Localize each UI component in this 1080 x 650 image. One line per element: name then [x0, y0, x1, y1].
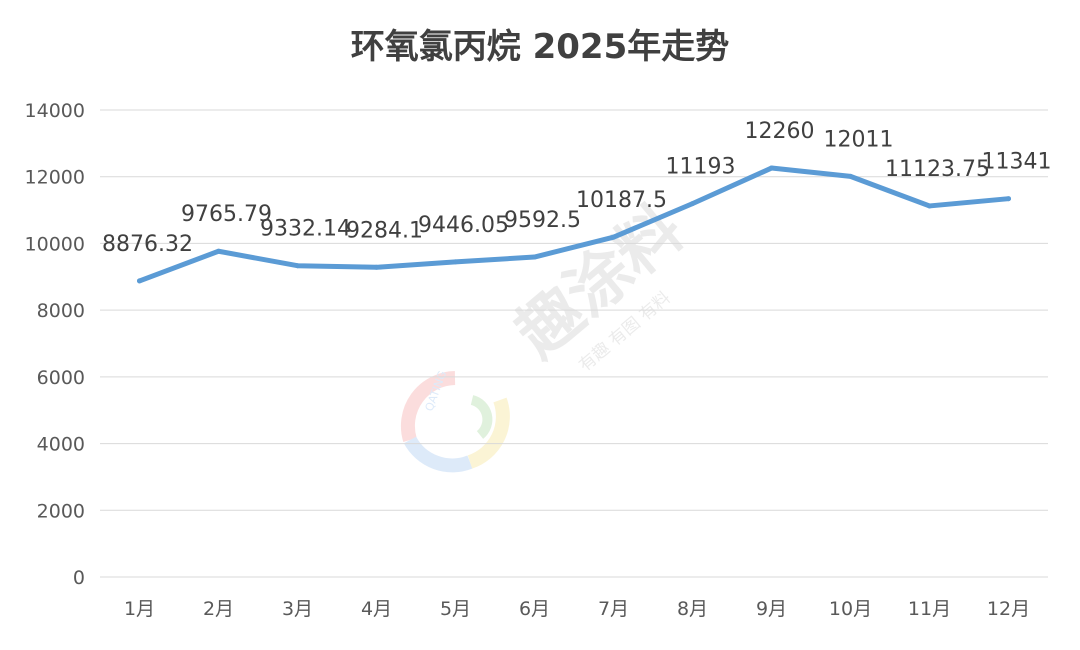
- data-label: 11193: [666, 155, 736, 180]
- data-point: [216, 248, 221, 254]
- data-point: [690, 201, 695, 207]
- y-tick-label: 12000: [25, 167, 85, 189]
- x-tick-label: 12月: [987, 598, 1030, 620]
- x-tick-label: 5月: [440, 598, 471, 620]
- data-label: 11123.75: [885, 157, 990, 182]
- y-tick-label: 14000: [25, 100, 85, 122]
- series-line: [137, 165, 1011, 284]
- y-tick-label: 4000: [37, 434, 85, 456]
- data-point: [532, 254, 537, 260]
- data-label: 9592.5: [504, 208, 581, 233]
- data-point: [1006, 196, 1011, 202]
- y-tick-label: 2000: [37, 500, 85, 522]
- data-point: [611, 234, 616, 240]
- chart-title: 环氧氯丙烷 2025年走势: [351, 27, 729, 67]
- x-tick-label: 3月: [282, 598, 313, 620]
- series-group: [137, 165, 1011, 284]
- x-tick-label: 10月: [829, 598, 872, 620]
- data-label: 9765.79: [181, 202, 272, 227]
- x-tick-label: 4月: [361, 598, 392, 620]
- data-label: 8876.32: [102, 232, 193, 257]
- data-label: 9446.05: [418, 213, 509, 238]
- data-point: [927, 203, 932, 209]
- data-point: [769, 165, 774, 171]
- data-label: 12011: [824, 127, 894, 152]
- data-label: 12260: [745, 119, 815, 144]
- y-tick-label: 0: [73, 567, 85, 589]
- x-tick-label: 9月: [756, 598, 787, 620]
- y-axis-ticks: 0 2000 4000 6000 8000 10000 12000 14000: [25, 100, 85, 589]
- y-tick-label: 10000: [25, 233, 85, 255]
- data-point: [137, 278, 142, 284]
- data-label: 11341: [982, 150, 1052, 175]
- x-tick-label: 8月: [677, 598, 708, 620]
- x-tick-label: 7月: [598, 598, 629, 620]
- data-label: 10187.5: [576, 188, 667, 213]
- grid-lines: [100, 109, 1048, 578]
- x-tick-label: 2月: [203, 598, 234, 620]
- data-label: 9332.14: [260, 217, 351, 242]
- x-tick-label: 1月: [124, 598, 155, 620]
- x-tick-label: 6月: [519, 598, 550, 620]
- y-tick-label: 8000: [37, 300, 85, 322]
- data-label: 9284.1: [346, 218, 423, 243]
- data-point: [374, 264, 379, 270]
- watermark-logo-icon: [400, 371, 510, 473]
- data-point: [453, 259, 458, 265]
- data-point: [848, 173, 853, 179]
- x-tick-label: 11月: [908, 598, 951, 620]
- data-labels: 8876.32 9765.799332.149284.19446.059592.5…: [102, 119, 1051, 257]
- data-point: [295, 263, 300, 269]
- x-axis-ticks: 1月 2月 3月 4月 5月 6月 7月 8月 9月 10月 11月 12月: [124, 598, 1030, 620]
- y-tick-label: 6000: [37, 367, 85, 389]
